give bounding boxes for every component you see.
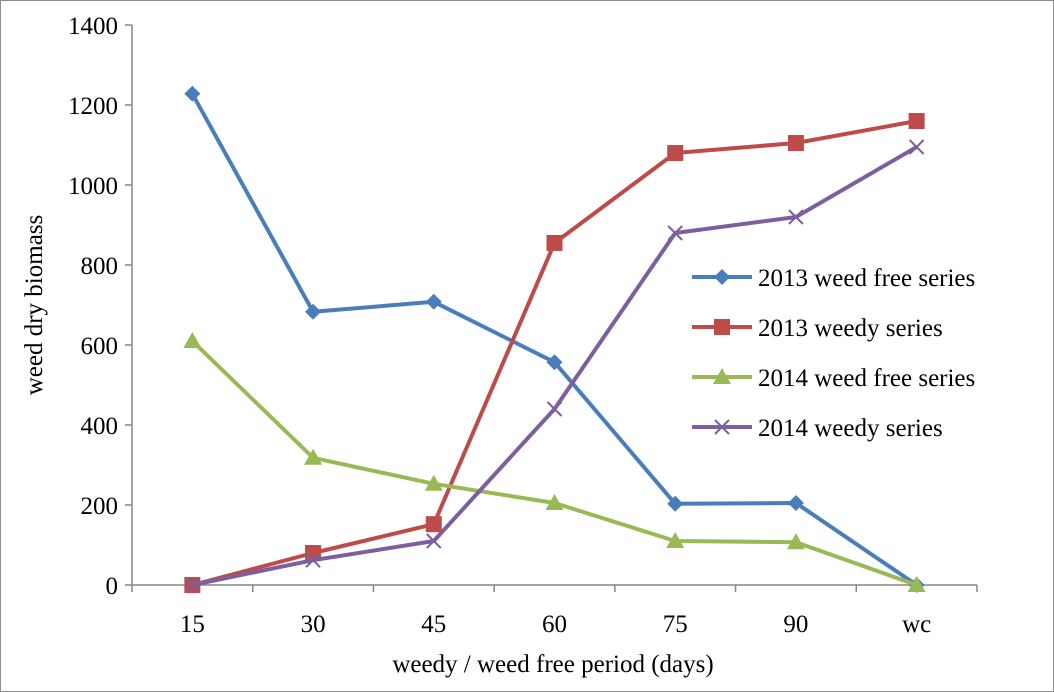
x-marker <box>426 533 442 549</box>
triangle-marker <box>424 474 443 491</box>
square-marker <box>425 516 442 533</box>
square-marker <box>787 135 804 151</box>
x-tick-label: 30 <box>301 611 326 638</box>
triangle-marker <box>545 494 564 510</box>
series-3 <box>183 332 926 592</box>
legend-label: 2014 weedy series <box>758 415 943 442</box>
square-marker <box>714 319 730 335</box>
x-marker <box>788 209 804 225</box>
axes <box>131 25 977 586</box>
triangle-marker <box>786 533 805 550</box>
diamond-marker <box>425 293 442 310</box>
legend-item: 2013 weedy series <box>692 315 943 342</box>
diamond-marker <box>787 495 804 511</box>
x-marker <box>908 139 925 155</box>
x-tick-label: 75 <box>663 611 688 638</box>
y-tick-label: 400 <box>81 413 119 440</box>
y-tick-label: 1200 <box>68 93 118 120</box>
x-axis-title: weedy / weed free period (days) <box>392 651 713 678</box>
series-4 <box>184 139 925 593</box>
triangle-marker <box>713 368 731 384</box>
x-tick-label: wc <box>902 611 931 638</box>
triangle-marker <box>666 532 685 548</box>
x-tick-label: 60 <box>542 611 567 638</box>
y-tick-label: 0 <box>106 573 119 600</box>
square-marker <box>667 145 684 161</box>
legend-label: 2014 weed free series <box>758 365 975 392</box>
y-tick-label: 1000 <box>68 173 118 200</box>
triangle-marker <box>907 576 926 592</box>
x-tick-label: 15 <box>180 611 205 638</box>
series-layer <box>183 85 926 593</box>
legend-label: 2013 weedy series <box>758 315 943 342</box>
triangle-marker <box>183 332 202 348</box>
triangle-marker <box>304 448 323 465</box>
x-marker <box>546 401 563 417</box>
diamond-marker <box>667 495 684 512</box>
y-axis-ticks: 0 200 400 600 800 1000 1200 1400 <box>68 13 132 600</box>
diamond-marker <box>184 85 201 102</box>
y-axis-title: weed dry biomass <box>21 215 48 396</box>
diamond-marker <box>305 303 322 320</box>
x-marker <box>667 225 683 241</box>
y-tick-label: 600 <box>81 333 119 360</box>
square-marker <box>908 113 925 129</box>
y-tick-label: 800 <box>81 253 119 280</box>
x-tick-label: 90 <box>783 611 808 638</box>
legend-label: 2013 weed free series <box>758 265 975 292</box>
y-tick-label: 200 <box>81 493 119 520</box>
x-axis-ticks: 15 30 45 60 75 90 wc <box>131 585 978 638</box>
x-marker <box>184 577 201 593</box>
y-tick-label: 1400 <box>68 13 118 40</box>
x-tick-label: 45 <box>421 611 446 638</box>
series-2 <box>184 113 925 593</box>
legend-item: 2013 weed free series <box>692 265 975 292</box>
legend: 2013 weed free series 2013 weedy series 20… <box>692 265 975 442</box>
square-marker <box>546 235 563 251</box>
diamond-marker <box>546 354 563 371</box>
series-line <box>191 119 918 587</box>
legend-item: 2014 weedy series <box>692 415 943 442</box>
legend-item: 2014 weed free series <box>692 365 975 392</box>
x-marker <box>714 419 730 435</box>
diamond-marker <box>714 269 730 285</box>
x-marker <box>305 552 321 568</box>
